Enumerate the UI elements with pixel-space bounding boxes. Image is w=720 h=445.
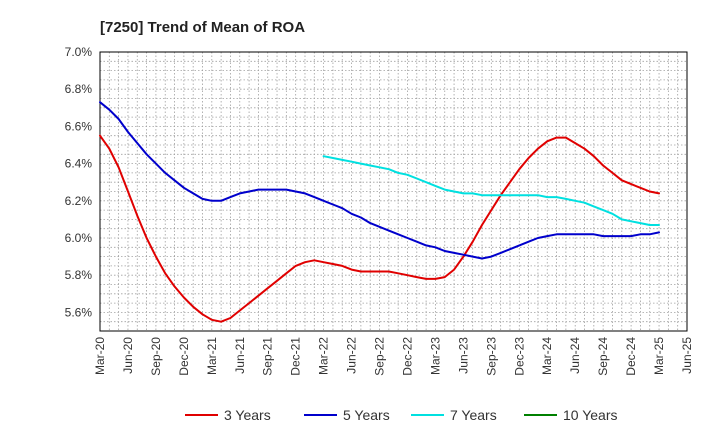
series-line-5-years xyxy=(99,101,660,260)
x-tick-label: Jun-22 xyxy=(345,337,359,374)
x-tick-label: Dec-20 xyxy=(177,337,191,376)
x-tick-label: Mar-23 xyxy=(428,337,442,375)
x-tick-label: Dec-24 xyxy=(624,337,638,376)
x-tick-label: Sep-20 xyxy=(149,337,163,376)
series-layer xyxy=(99,101,660,323)
x-tick-label: Mar-21 xyxy=(205,337,219,375)
y-tick-label: 7.0% xyxy=(65,45,93,59)
x-tick-label: Dec-22 xyxy=(400,337,414,376)
y-tick-label: 6.4% xyxy=(65,157,93,171)
x-tick-label: Jun-23 xyxy=(456,337,470,374)
legend-label: 10 Years xyxy=(563,407,618,423)
legend: 3 Years 5 Years 7 Years 10 Years xyxy=(185,407,618,423)
x-tick-label: Mar-22 xyxy=(317,337,331,375)
x-tick-label: Sep-23 xyxy=(484,337,498,376)
legend-label: 3 Years xyxy=(224,407,271,423)
x-tick-label: Jun-24 xyxy=(568,337,582,374)
x-tick-label: Dec-23 xyxy=(512,337,526,376)
x-tick-label: Mar-24 xyxy=(540,337,554,375)
y-tick-label: 6.0% xyxy=(65,231,93,245)
series-line-7-years xyxy=(322,155,660,226)
y-tick-label: 6.8% xyxy=(65,82,93,96)
plot-frame xyxy=(99,51,688,332)
x-tick-label: Dec-21 xyxy=(289,337,303,376)
grid-layer xyxy=(100,52,687,331)
y-tick-label: 5.6% xyxy=(65,305,93,319)
x-tick-label: Sep-22 xyxy=(373,337,387,376)
chart-title: [7250] Trend of Mean of ROA xyxy=(100,19,305,36)
x-tick-label: Mar-20 xyxy=(93,337,107,375)
x-tick-label: Jun-21 xyxy=(233,337,247,374)
y-tick-label: 6.6% xyxy=(65,119,93,133)
y-tick-label: 5.8% xyxy=(65,268,93,282)
x-tick-label: Sep-21 xyxy=(261,337,275,376)
y-tick-label: 6.2% xyxy=(65,194,93,208)
legend-label: 7 Years xyxy=(450,407,497,423)
x-tick-label: Jun-25 xyxy=(680,337,694,374)
x-tick-label: Jun-20 xyxy=(121,337,135,374)
y-axis-ticks: 5.6% 5.8% 6.0% 6.2% 6.4% 6.6% 6.8% 7.0% xyxy=(65,45,93,319)
legend-label: 5 Years xyxy=(343,407,390,423)
x-tick-label: Mar-25 xyxy=(652,337,666,375)
series-line-3-years xyxy=(99,134,660,323)
x-tick-label: Sep-24 xyxy=(596,337,610,376)
x-axis-ticks: Mar-20 Jun-20 Sep-20 Dec-20 Mar-21 Jun-21 Sep-… xyxy=(93,337,694,376)
